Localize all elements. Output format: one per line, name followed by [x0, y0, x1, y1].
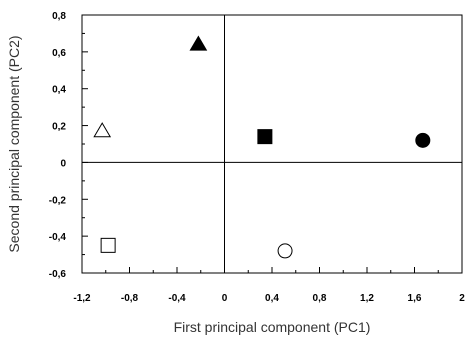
open-square-point: [100, 237, 116, 253]
open-triangle-point: [93, 122, 112, 138]
data-points: [93, 35, 431, 259]
y-tick-label: -0,4: [49, 232, 67, 243]
x-tick-label: -0,8: [121, 293, 139, 304]
y-tick-label: 0,2: [52, 122, 66, 133]
x-axis-ticks: -1,2 -0,8 -0,4 0 0,4 0,8 1,2 1,6 2: [73, 267, 465, 304]
y-tick-label: -0,6: [49, 269, 67, 280]
y-tick-label: 0,4: [52, 85, 66, 96]
x-tick-label: 0,8: [313, 293, 327, 304]
filled-square-point: [257, 129, 273, 145]
filled-circle-point: [415, 132, 431, 148]
y-tick-label: 0: [60, 158, 66, 169]
x-tick-label: -0,4: [168, 293, 186, 304]
x-tick-label: 2: [459, 293, 465, 304]
y-tick-label: 0,8: [52, 11, 66, 22]
x-tick-label: 1,2: [360, 293, 374, 304]
x-axis-title: First principal component (PC1): [174, 319, 371, 335]
filled-triangle-point: [189, 35, 208, 51]
x-tick-label: 0,4: [265, 293, 279, 304]
y-tick-label: -0,2: [49, 195, 67, 206]
y-axis-title: Second principal component (PC2): [6, 35, 22, 252]
open-circle-point: [277, 243, 293, 259]
x-tick-label: 1,6: [408, 293, 422, 304]
zero-lines: [82, 15, 462, 273]
y-axis-ticks: 0,8 0,6 0,4 0,2 0 -0,2 -0,4 -0,6: [49, 11, 88, 280]
x-tick-label: 0: [222, 293, 228, 304]
y-tick-label: 0,6: [52, 48, 66, 59]
x-tick-label: -1,2: [73, 293, 91, 304]
